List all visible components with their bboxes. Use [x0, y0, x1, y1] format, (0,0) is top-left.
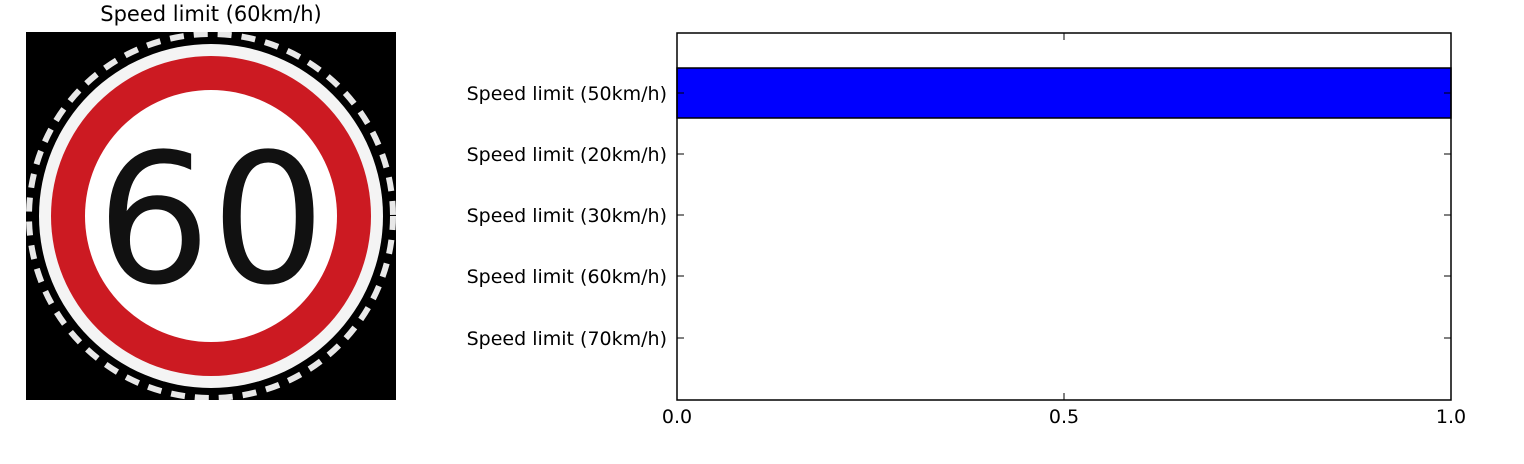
traffic-sign-image: 60 [26, 32, 396, 400]
image-title: Speed limit (60km/h) [100, 2, 322, 26]
x-tick-label: 1.0 [1436, 406, 1466, 428]
sign-face [85, 90, 337, 342]
sign-outer-rim [26, 32, 396, 400]
x-tick-label: 0.0 [662, 406, 692, 428]
x-tick-label: 0.5 [1049, 406, 1079, 428]
y-tick-label: Speed limit (50km/h) [467, 83, 667, 105]
bar [676, 67, 1452, 119]
y-tick-label: Speed limit (70km/h) [467, 328, 667, 350]
y-tick-label: Speed limit (20km/h) [467, 144, 667, 166]
y-tick-label: Speed limit (60km/h) [467, 266, 667, 288]
sign-digits: 60 [96, 116, 325, 325]
y-tick-label: Speed limit (30km/h) [467, 205, 667, 227]
